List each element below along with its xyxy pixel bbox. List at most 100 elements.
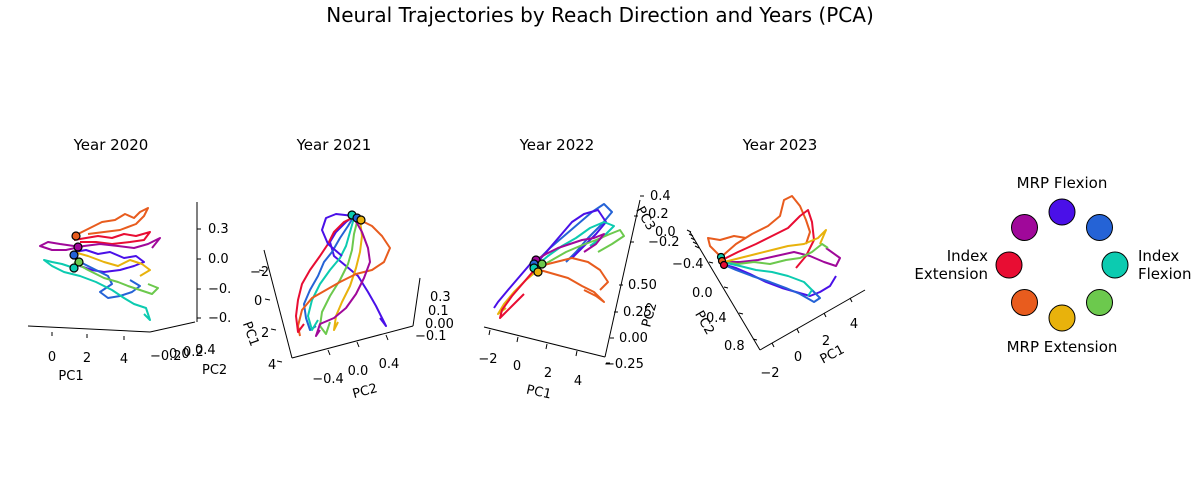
- panel-2022-y-tick-2: 0.25: [623, 305, 652, 320]
- panel-2022-ylabel: PC2: [639, 301, 660, 329]
- legend-direction-circle-4: [1048, 304, 1076, 332]
- legend-label-mrp-extension: MRP Extension: [1007, 338, 1118, 356]
- panel-2020-y-tick-1: 0.0: [169, 347, 190, 362]
- panel-2023-y-tick-0: −0.4: [672, 257, 704, 272]
- legend-direction-circle-3: [1086, 289, 1113, 316]
- panel-2021-z-tick-3: −0.1: [415, 329, 447, 344]
- panel-2020-z-tick-0: 0.3: [208, 222, 229, 237]
- panel-2022-start-markers: [529, 255, 547, 277]
- panel-2021-z-tick-1: 0.1: [428, 304, 449, 319]
- panel-2020-z-tick-1: 0.0: [208, 252, 229, 267]
- panel-2020-x-tick-1: 2: [83, 351, 91, 366]
- trajectory-2020-8: [73, 251, 151, 277]
- panel-2023-axes: [686, 229, 866, 351]
- panel-2022-z-tick-2: 0.0: [655, 225, 676, 240]
- trajectory-2023-3: [722, 247, 841, 267]
- trajectory-2022-9: [493, 261, 533, 309]
- legend-label-mrp-flexion: MRP Flexion: [1017, 174, 1108, 192]
- trajectory-2021-6: [297, 219, 391, 337]
- panel-2022-z-tick-0: 0.4: [650, 189, 671, 204]
- panel-2022-y-tick-0: −0.25: [604, 357, 644, 372]
- trajectory-2020-5: [73, 257, 141, 299]
- panel-2022-x-tick-1: 0: [513, 359, 521, 374]
- legend-circles: [995, 198, 1129, 332]
- start-marker: [719, 260, 729, 270]
- panel-2022-trajectories: [493, 203, 625, 319]
- panel-2021-z-tick-0: 0.3: [430, 290, 451, 305]
- start-marker: [74, 257, 84, 267]
- panel-2021-y-tick-1: 0: [254, 294, 262, 309]
- trajectory-2021-5: [333, 219, 363, 331]
- panel-2023-x-tick-2: 2: [822, 334, 830, 349]
- trajectory-2023-5: [721, 263, 821, 303]
- start-marker: [69, 250, 79, 260]
- trajectory-2020-7: [43, 259, 151, 321]
- panel-2021: Year 2021 −2 0 2 4 PC1 −0.4 0.0 0.4 PC2 …: [239, 136, 454, 402]
- trajectory-2022-8: [535, 233, 605, 261]
- panel-2023-title: Year 2023: [742, 136, 818, 154]
- trajectory-2023-1: [719, 195, 811, 259]
- start-marker: [71, 231, 81, 241]
- panel-2022-x-tick-0: −2: [478, 352, 497, 367]
- panel-2020-trajectories: [39, 207, 161, 321]
- trajectory-2022-7: [499, 267, 537, 319]
- start-marker: [537, 259, 547, 269]
- legend-direction-circle-2: [1101, 251, 1129, 279]
- panel-2020-y-tick-0: −0.2: [150, 349, 182, 364]
- panel-2020-z-tick-3: −0.: [208, 311, 231, 326]
- trajectory-2022-6: [539, 269, 605, 303]
- panel-2020: Year 2020 0.3 0.0 −0. −0. 0 2 4 PC1 −0.2…: [27, 136, 231, 384]
- start-marker: [73, 242, 83, 252]
- panel-2021-x-tick-2: 0.4: [379, 357, 400, 372]
- panel-2022-y-tick-1: 0.00: [619, 331, 648, 346]
- legend-direction-circle-5: [1011, 289, 1038, 316]
- trajectory-2021-7: [295, 215, 357, 333]
- panel-2021-y-tick-2: 2: [261, 326, 269, 341]
- trajectory-2023-4: [721, 263, 837, 297]
- trajectory-2022-2: [535, 209, 607, 265]
- panel-2023-y-tick-2: 0.4: [706, 311, 727, 326]
- panel-2023-x-tick-1: 0: [794, 350, 802, 365]
- panel-2020-ylabel: PC2: [202, 363, 227, 378]
- trajectory-2021-1: [329, 215, 387, 327]
- panel-2022-x-tick-2: 2: [544, 366, 552, 381]
- panel-2021-axes: [258, 249, 421, 363]
- legend-label-index-flexion-line2: Flexion: [1138, 265, 1192, 283]
- trajectory-2021-8: [315, 217, 371, 337]
- legend-label-index-extension-line2: Extension: [914, 265, 988, 283]
- start-marker: [69, 263, 79, 273]
- panel-2020-xlabel: PC1: [58, 369, 83, 384]
- panel-2021-z-tick-2: 0.00: [425, 317, 454, 332]
- panel-2022-title: Year 2022: [519, 136, 595, 154]
- trajectory-2022-10: [539, 257, 609, 291]
- panel-2022-z-tick-1: 0.2: [648, 207, 669, 222]
- panel-2020-title: Year 2020: [73, 136, 149, 154]
- trajectory-2021-2: [303, 215, 355, 331]
- legend-label-index-extension-line1: Index: [947, 247, 988, 265]
- trajectory-2020-6: [73, 261, 159, 295]
- direction-legend: MRP Flexion MRP Extension Index Extensio…: [914, 174, 1191, 356]
- trajectory-2020-4: [73, 249, 145, 273]
- start-marker: [533, 267, 543, 277]
- panel-2021-start-markers: [347, 210, 366, 225]
- panel-2021-y-tick-3: 4: [268, 358, 276, 373]
- panel-2023-x-tick-3: 4: [850, 317, 858, 332]
- legend-direction-circle-7: [1011, 214, 1038, 241]
- trajectory-2020-3: [39, 237, 161, 251]
- panel-2023-start-markers: [716, 252, 729, 270]
- panel-2021-xlabel: PC2: [351, 381, 379, 402]
- trajectory-2021-3: [307, 217, 355, 331]
- trajectory-2023-2: [721, 209, 815, 269]
- trajectory-2023-8: [723, 229, 827, 263]
- panel-2022: Year 2022 −2 0 2 4 PC1 0.50 0.25 0.00 −0…: [478, 136, 679, 403]
- legend-label-index-flexion-line1: Index: [1138, 247, 1179, 265]
- panel-2022-y-tick-3: 0.50: [628, 278, 657, 293]
- trajectory-2021-4: [319, 217, 359, 335]
- panel-2021-title: Year 2021: [296, 136, 372, 154]
- panel-2023-y-tick-3: 0.8: [724, 339, 745, 354]
- trajectory-2021-9: [321, 213, 355, 257]
- panel-2022-axes: [483, 195, 644, 364]
- panel-2022-xlabel: PC1: [525, 383, 553, 403]
- panel-2021-y-tick-0: −2: [250, 265, 269, 280]
